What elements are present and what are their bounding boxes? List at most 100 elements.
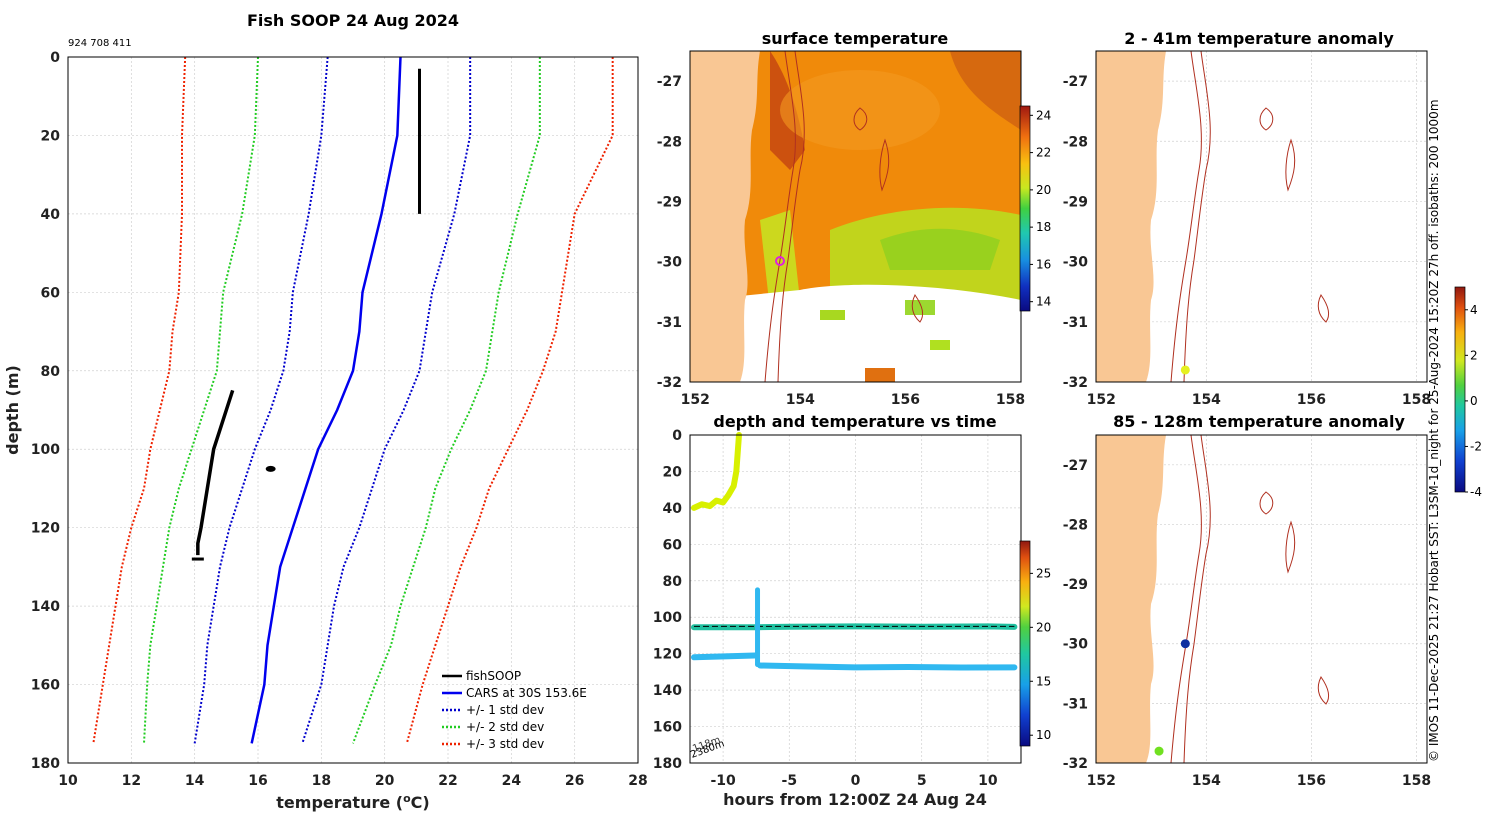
profile-ytick: 20 — [41, 128, 61, 144]
timeseries-colorbar — [1019, 540, 1031, 747]
std2-upper-line — [352, 57, 541, 744]
sst-title: surface temperature — [762, 29, 949, 48]
track-cyan-main — [757, 662, 1018, 671]
timeseries-cb-tick: 10 — [1036, 728, 1051, 742]
profile-xtick: 12 — [122, 773, 141, 789]
timeseries-ytick: 80 — [663, 574, 683, 590]
sst-colorbar — [1019, 105, 1031, 312]
anom-shallow-xtick: 154 — [1192, 392, 1221, 408]
cars-line — [250, 56, 402, 744]
std3-upper-line — [405, 57, 614, 744]
timeseries-xlabel: hours from 12:00Z 24 Aug 24 — [723, 790, 987, 809]
sst-xtick: 152 — [681, 392, 710, 408]
std2-lower-line — [143, 56, 259, 744]
anom-deep-ytick: -31 — [1063, 696, 1088, 712]
profile-xtick: 26 — [565, 773, 584, 789]
timeseries-ytick: 0 — [672, 428, 682, 444]
profile-ytick: 140 — [31, 599, 60, 615]
profile-xtick: 16 — [248, 773, 267, 789]
anom-deep-xtick: 154 — [1192, 773, 1221, 789]
std1-lower-line — [193, 56, 329, 744]
profile-xtick: 20 — [375, 773, 395, 789]
fish-blob — [265, 465, 276, 472]
profile-xtick: 14 — [185, 773, 205, 789]
sst-xtick: 154 — [786, 392, 815, 408]
profile-ytick: 80 — [41, 364, 61, 380]
anom-deep-ytick: -29 — [1063, 577, 1088, 593]
timeseries-ytick: 180 — [653, 756, 682, 772]
profile-ylabel: depth (m) — [3, 365, 22, 455]
sst-panel: surface temperature — [657, 29, 1052, 408]
anomaly-colorbar — [1454, 286, 1466, 493]
timeseries-xtick: 10 — [978, 773, 998, 789]
anom-deep-xtick: 152 — [1087, 773, 1116, 789]
profile-legend: fishSOOP CARS at 30S 153.6E +/- 1 std de… — [442, 669, 587, 751]
anom-shallow-ytick: -27 — [1063, 74, 1088, 90]
timeseries-ytick: 160 — [653, 720, 682, 736]
profile-ytick: 100 — [31, 442, 60, 458]
timeseries-xtick: 5 — [917, 773, 927, 789]
profile-xlabel: temperature (oC) — [276, 792, 429, 813]
timeseries-xtick: -5 — [782, 773, 798, 789]
anom-shallow-point — [1180, 365, 1190, 375]
profile-axes — [67, 56, 639, 764]
timeseries-ytick: 20 — [663, 464, 683, 480]
sst-xtick: 156 — [891, 392, 920, 408]
anom-cb-tick: -4 — [1470, 485, 1482, 499]
sst-ytick: -31 — [657, 315, 682, 331]
timeseries-panel: depth and temperature vs time -10 -5 0 5 100… — [653, 412, 1052, 809]
anom-shallow-xtick: 156 — [1297, 392, 1326, 408]
timeseries-ytick: 60 — [663, 537, 683, 553]
profile-xtick: 18 — [312, 773, 331, 789]
anom-cb-tick: 4 — [1470, 303, 1478, 317]
sst-ytick: -28 — [657, 134, 682, 150]
sst-marker — [775, 256, 785, 266]
anom-deep-ytick: -27 — [1063, 458, 1088, 474]
sst-ytick: -30 — [657, 255, 683, 271]
profile-xtick: 28 — [628, 773, 647, 789]
timeseries-title: depth and temperature vs time — [713, 412, 996, 431]
anom-shallow-panel: 2 - 41m temperature anomaly 152 154 156 158… — [1063, 29, 1431, 408]
anom-deep-ytick: -28 — [1063, 517, 1088, 533]
std1-upper-line — [301, 57, 472, 744]
legend-std1: +/- 1 std dev — [466, 703, 544, 717]
sst-cb-tick: 22 — [1036, 146, 1051, 160]
profile-xtick: 22 — [438, 773, 457, 789]
legend-std3: +/- 3 std dev — [466, 737, 544, 751]
anom-deep-xtick: 158 — [1402, 773, 1431, 789]
profile-title: Fish SOOP 24 Aug 2024 — [247, 11, 459, 30]
anom-cb-tick: 0 — [1470, 394, 1478, 408]
timeseries-cb-tick: 20 — [1036, 620, 1051, 634]
profile-xtick: 24 — [502, 773, 522, 789]
sst-cb-tick: 18 — [1036, 220, 1051, 234]
anom-deep-ytick: -30 — [1063, 637, 1089, 653]
legend-cars: CARS at 30S 153.6E — [466, 686, 587, 700]
anom-shallow-axes — [1095, 50, 1428, 383]
sst-ytick: -29 — [657, 194, 682, 210]
anom-shallow-title: 2 - 41m temperature anomaly — [1124, 29, 1394, 48]
profile-panel: Fish SOOP 24 Aug 2024 924 708 411 10 12 14… — [3, 11, 648, 812]
sst-cb-tick: 20 — [1036, 183, 1051, 197]
anom-deep-title: 85 - 128m temperature anomaly — [1113, 412, 1405, 431]
anom-shallow-ytick: -31 — [1063, 315, 1088, 331]
credit-text: © IMOS 11-Dec-2025 21:27 Hobart SST: L3S… — [1427, 99, 1441, 762]
track-yellow — [690, 432, 742, 511]
timeseries-cb-tick: 15 — [1036, 674, 1051, 688]
sst-cb-tick: 24 — [1036, 108, 1051, 122]
legend-fish: fishSOOP — [466, 669, 521, 683]
sst-map — [690, 51, 1021, 382]
anom-deep-xtick: 156 — [1297, 773, 1326, 789]
anom-deep-point — [1154, 746, 1164, 756]
timeseries-ytick: 100 — [653, 610, 682, 626]
sst-xtick: 158 — [996, 392, 1025, 408]
anom-shallow-ytick: -30 — [1063, 255, 1089, 271]
track-cyan-lower — [690, 652, 758, 661]
anom-shallow-xtick: 158 — [1402, 392, 1431, 408]
anom-shallow-xtick: 152 — [1087, 392, 1116, 408]
legend-std2: +/- 2 std dev — [466, 720, 544, 734]
sst-ytick: -32 — [657, 375, 682, 391]
profile-ytick: 0 — [50, 50, 60, 66]
anom-shallow-ytick: -29 — [1063, 194, 1088, 210]
sst-cb-tick: 14 — [1036, 295, 1051, 309]
